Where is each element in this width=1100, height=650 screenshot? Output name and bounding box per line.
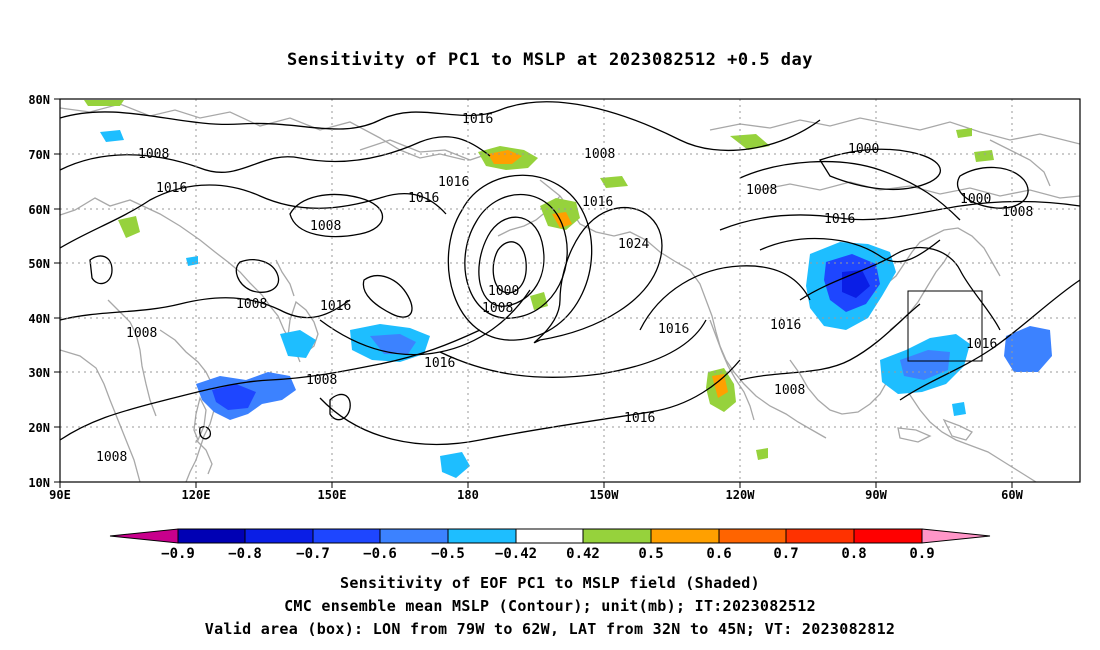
colorbar-tick-label: −0.6: [363, 546, 397, 562]
contour-label: 1008: [584, 147, 615, 162]
lon-label: 90W: [865, 488, 887, 502]
colorbar-tick-label: 0.6: [706, 546, 731, 562]
caption-contour: CMC ensemble mean MSLP (Contour); unit(m…: [284, 597, 816, 615]
valid-area-box: [907, 290, 983, 362]
colorbar-tick-label: −0.8: [228, 546, 262, 562]
lat-label: 60N: [28, 203, 50, 217]
lon-label: 180: [457, 488, 479, 502]
colorbar-segment: [244, 528, 314, 544]
mslp-contours: [60, 101, 1080, 445]
colorbar-segment: [718, 528, 787, 544]
axis-ticks: [54, 98, 1013, 488]
lat-label: 30N: [28, 366, 50, 380]
contour-label: 1016: [770, 318, 801, 333]
colorbar-tick-label: 0.9: [909, 546, 934, 562]
lat-label: 50N: [28, 257, 50, 271]
lat-label: 40N: [28, 312, 50, 326]
contour-label: 1016: [156, 181, 187, 196]
lon-label: 150W: [590, 488, 620, 502]
longitude-labels: 90E 120E 150E 180 150W 120W 90W 60W: [49, 488, 1023, 502]
colorbar-segment: [853, 528, 923, 544]
colorbar-segment: [379, 528, 449, 544]
colorbar-segment: [312, 528, 381, 544]
colorbar-tick-label: −0.9: [161, 546, 195, 562]
contour-label: 1008: [126, 326, 157, 341]
colorbar-segment: [650, 528, 720, 544]
contour-label: 1008: [774, 383, 805, 398]
contour-label: 1000: [848, 142, 879, 157]
colorbar-tick-label: −0.42: [495, 546, 537, 562]
contour-label: 1016: [824, 212, 855, 227]
lat-label: 70N: [28, 148, 50, 162]
colorbar-segment: [785, 528, 855, 544]
lat-label: 10N: [28, 476, 50, 490]
lat-label: 20N: [28, 421, 50, 435]
latitude-labels: 80N 70N 60N 50N 40N 30N 20N 10N: [28, 93, 50, 490]
contour-label: 1016: [462, 112, 493, 127]
contour-label: 1016: [582, 195, 613, 210]
colorbar-tick-label: −0.7: [296, 546, 330, 562]
lon-label: 60W: [1001, 488, 1023, 502]
colorbar-tick-label: 0.42: [566, 546, 600, 562]
colorbar-tick-label: 0.8: [841, 546, 866, 562]
contour-label: 1008: [96, 450, 127, 465]
contour-label: 1024: [618, 237, 649, 252]
contour-label: 1008: [1002, 205, 1033, 220]
lon-label: 150E: [318, 488, 347, 502]
contour-label: 1008: [746, 183, 777, 198]
contour-label: 1016: [438, 175, 469, 190]
lon-label: 120E: [182, 488, 211, 502]
contour-label: 1008: [236, 297, 267, 312]
colorbar-segment: [447, 528, 517, 544]
contour-label: 1016: [320, 299, 351, 314]
contour-label: 1000: [488, 284, 519, 299]
lat-label: 80N: [28, 93, 50, 107]
contour-label: 1008: [138, 147, 169, 162]
colorbar-tick-label: −0.5: [431, 546, 465, 562]
contour-label: 1008: [310, 219, 341, 234]
colorbar-low-triangle: [109, 528, 179, 544]
contour-label: 1016: [658, 322, 689, 337]
contour-label: 1016: [424, 356, 455, 371]
colorbar-segment: [582, 528, 652, 544]
contour-label: 1008: [482, 301, 513, 316]
colorbar-segment: [515, 528, 584, 544]
contour-label: 1016: [966, 337, 997, 352]
caption-shading: Sensitivity of EOF PC1 to MSLP field (Sh…: [340, 574, 760, 592]
chart-title: Sensitivity of PC1 to MSLP at 2023082512…: [286, 50, 813, 70]
caption-valid-area: Valid area (box): LON from 79W to 62W, L…: [204, 620, 896, 638]
contour-label: 1000: [960, 192, 991, 207]
graticule: [60, 99, 1080, 482]
colorbar-tick-label: 0.5: [638, 546, 663, 562]
contour-label: 1016: [624, 411, 655, 426]
colorbar-tick-label: 0.7: [773, 546, 798, 562]
contour-label: 1008: [306, 373, 337, 388]
contour-label: 1016: [408, 191, 439, 206]
sensitivity-shading: [84, 100, 1052, 478]
colorbar-high-triangle: [921, 528, 991, 544]
colorbar-segment: [177, 528, 246, 544]
lon-label: 120W: [726, 488, 756, 502]
colorbar: −0.9 −0.8 −0.7 −0.6 −0.5 −0.42 0.42 0.5 …: [109, 528, 991, 562]
map-frame: [59, 98, 1081, 483]
lon-label: 90E: [49, 488, 71, 502]
contour-labels: 1016 1008 1008 1016 1000 1000 1008 1016 …: [96, 112, 1033, 465]
